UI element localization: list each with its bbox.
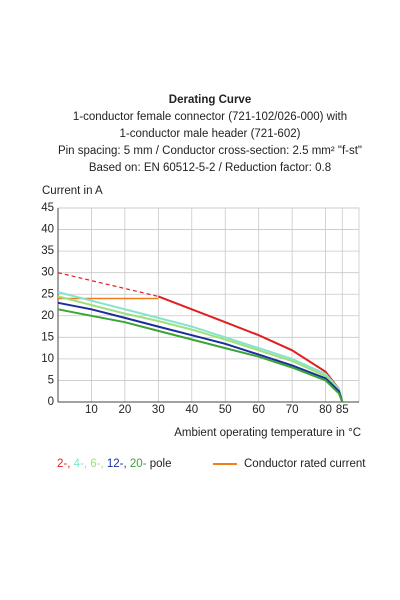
legend-entry: 20- bbox=[130, 458, 147, 470]
legend-entry: 12-, bbox=[107, 458, 127, 470]
legend-entry: 2-, bbox=[57, 458, 70, 470]
subtitle: Based on: EN 60512-5-2 / Reduction facto… bbox=[89, 162, 331, 174]
y-tick-label: 15 bbox=[41, 331, 54, 343]
y-axis-label: Current in A bbox=[42, 185, 103, 197]
subtitle: 1-conductor female connector (721-102/02… bbox=[73, 111, 347, 123]
x-tick-label: 30 bbox=[152, 404, 165, 416]
legend-entry: Conductor rated current bbox=[244, 458, 366, 470]
x-tick-label: 70 bbox=[286, 404, 299, 416]
y-tick-label: 30 bbox=[41, 267, 54, 279]
x-tick-label: 80 bbox=[319, 404, 332, 416]
curve bbox=[57, 295, 344, 403]
subtitle: 1-conductor male header (721-602) bbox=[120, 128, 301, 140]
x-axis-label: Ambient operating temperature in °C bbox=[174, 427, 361, 439]
x-tick-label: 60 bbox=[252, 404, 265, 416]
legend-entry: 6-, bbox=[90, 458, 103, 470]
x-tick-label: 20 bbox=[118, 404, 131, 416]
curve bbox=[57, 301, 344, 403]
y-tick-label: 10 bbox=[41, 353, 54, 365]
legend-entry: 4-, bbox=[74, 458, 87, 470]
x-tick-label: 10 bbox=[85, 404, 98, 416]
y-tick-label: 45 bbox=[41, 202, 54, 214]
curve bbox=[57, 291, 344, 403]
legend: 2-, 4-, 6-, 12-, 20- pole bbox=[57, 458, 171, 470]
y-tick-label: 0 bbox=[48, 396, 54, 408]
y-tick-label: 35 bbox=[41, 245, 54, 257]
y-tick-label: 40 bbox=[41, 224, 54, 236]
x-tick-label: 85 bbox=[336, 404, 349, 416]
x-tick-label: 50 bbox=[219, 404, 232, 416]
subtitle: Pin spacing: 5 mm / Conductor cross-sect… bbox=[58, 145, 362, 157]
curve bbox=[57, 308, 344, 403]
curve bbox=[157, 295, 344, 403]
chart-title: Derating Curve bbox=[169, 94, 251, 106]
y-tick-label: 25 bbox=[41, 288, 54, 300]
curve bbox=[57, 272, 159, 297]
x-tick-label: 40 bbox=[185, 404, 198, 416]
y-tick-label: 5 bbox=[48, 374, 54, 386]
legend-suffix: pole bbox=[150, 458, 172, 470]
y-tick-label: 20 bbox=[41, 310, 54, 322]
